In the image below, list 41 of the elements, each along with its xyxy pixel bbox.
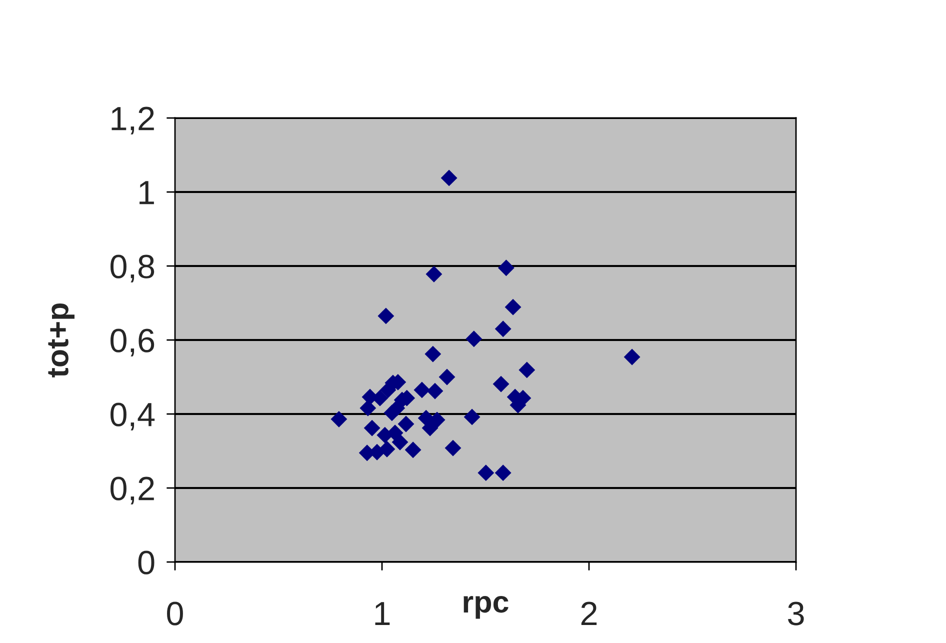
y-tick-label: 0,2 (110, 476, 154, 504)
point (422, 420, 438, 436)
y-axis-title: tot+p (48, 303, 74, 378)
point (364, 420, 380, 436)
point (478, 464, 494, 482)
point (492, 376, 510, 392)
point (464, 408, 480, 426)
y-tick-label: 0,6 (110, 328, 154, 356)
point (330, 410, 348, 428)
point (384, 404, 400, 422)
point (504, 298, 522, 316)
x-tick-label: 0 (167, 602, 183, 626)
x-axis-title: rpc (464, 596, 508, 619)
point (424, 346, 442, 362)
point (378, 308, 394, 324)
point (518, 362, 536, 378)
point (494, 464, 512, 482)
y-tick-label: 0,4 (110, 402, 155, 430)
point (380, 382, 396, 398)
point (440, 170, 458, 186)
y-tick-label: 1 (140, 181, 154, 204)
point (360, 400, 376, 416)
point (438, 368, 456, 386)
point (426, 382, 444, 400)
point (378, 440, 396, 458)
point (398, 416, 414, 432)
y-tick-label: 0 (138, 550, 154, 574)
x-tick-label: 3 (788, 602, 804, 626)
point (426, 266, 442, 282)
y-tick-label: 1,2 (112, 106, 154, 134)
point (444, 440, 462, 456)
x-tick-label: 1 (375, 602, 390, 626)
point (392, 434, 408, 450)
point (466, 330, 482, 348)
point (624, 348, 640, 366)
y-tick-label: 0,8 (110, 254, 154, 282)
point (404, 442, 422, 458)
x-tick-label: 2 (581, 602, 597, 626)
point (414, 382, 430, 398)
point (494, 320, 512, 338)
point (498, 260, 514, 276)
